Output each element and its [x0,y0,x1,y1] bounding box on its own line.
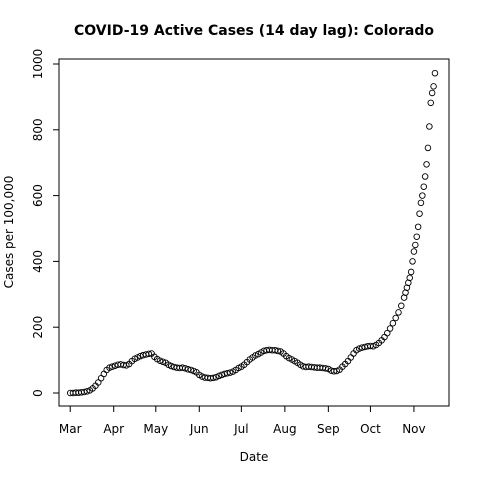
data-point [218,371,225,379]
data-point [179,364,186,371]
data-point [156,357,164,365]
data-point [426,123,433,130]
y-tick-label: 200 [31,316,45,339]
x-axis: Mar Apr May Jun Jul Aug Sep Oct Nov [59,406,426,436]
x-tick-label: Jul [233,422,248,436]
data-point [347,354,355,361]
data-point [100,370,108,378]
data-point [330,368,338,375]
data-point [414,223,422,231]
y-tick-label: 1000 [31,49,45,80]
x-tick-label: Sep [317,422,340,436]
x-tick-label: Nov [402,422,425,436]
data-point [226,369,234,376]
data-point [417,199,425,207]
data-point [421,173,429,180]
data-point [215,372,223,380]
y-axis-label: Cases per 100,000 [2,176,16,289]
data-point [322,365,329,372]
y-tick-label: 600 [31,184,45,207]
data-point [109,363,116,370]
data-point [398,302,405,310]
data-point [416,210,423,217]
x-tick-label: Apr [103,422,124,436]
data-point [274,347,282,355]
data-point [412,241,419,249]
data-point [159,358,167,366]
data-point [413,233,420,240]
data-point [182,365,189,372]
data-point [137,352,144,360]
data-point [423,161,430,168]
plot-frame [58,58,450,407]
y-tick-label: 0 [31,389,45,397]
data-point [427,99,435,107]
y-tick-label: 800 [31,118,45,141]
data-point [384,329,391,337]
data-point [210,374,217,382]
data-point [187,366,195,374]
y-axis: 0 200 400 600 800 1000 [31,49,59,397]
data-point [167,362,175,370]
x-axis-label: Date [240,450,269,464]
x-tick-label: Oct [360,422,381,436]
data-points [66,69,439,397]
data-point [106,364,113,371]
data-point [80,388,88,396]
data-point [395,309,402,316]
data-point [420,183,428,190]
chart-title: COVID-19 Active Cases (14 day lag): Colo… [74,23,434,39]
data-point [184,366,192,373]
data-point [428,89,436,97]
data-point [430,83,437,90]
data-point [386,325,394,332]
data-point [145,350,153,358]
data-point [406,274,413,282]
data-point [410,248,418,255]
data-point [409,258,416,265]
data-point [355,345,363,352]
data-point [407,268,415,276]
data-point [424,144,432,152]
y-tick-label: 400 [31,250,45,273]
x-tick-label: Jun [189,422,209,436]
data-point [224,370,231,377]
data-point [83,388,91,395]
data-point [419,192,426,199]
x-tick-label: Aug [273,422,296,436]
data-point [392,314,399,322]
x-tick-label: May [143,422,168,436]
x-tick-label: Mar [59,422,82,436]
data-point [389,320,397,327]
data-point [431,69,439,77]
